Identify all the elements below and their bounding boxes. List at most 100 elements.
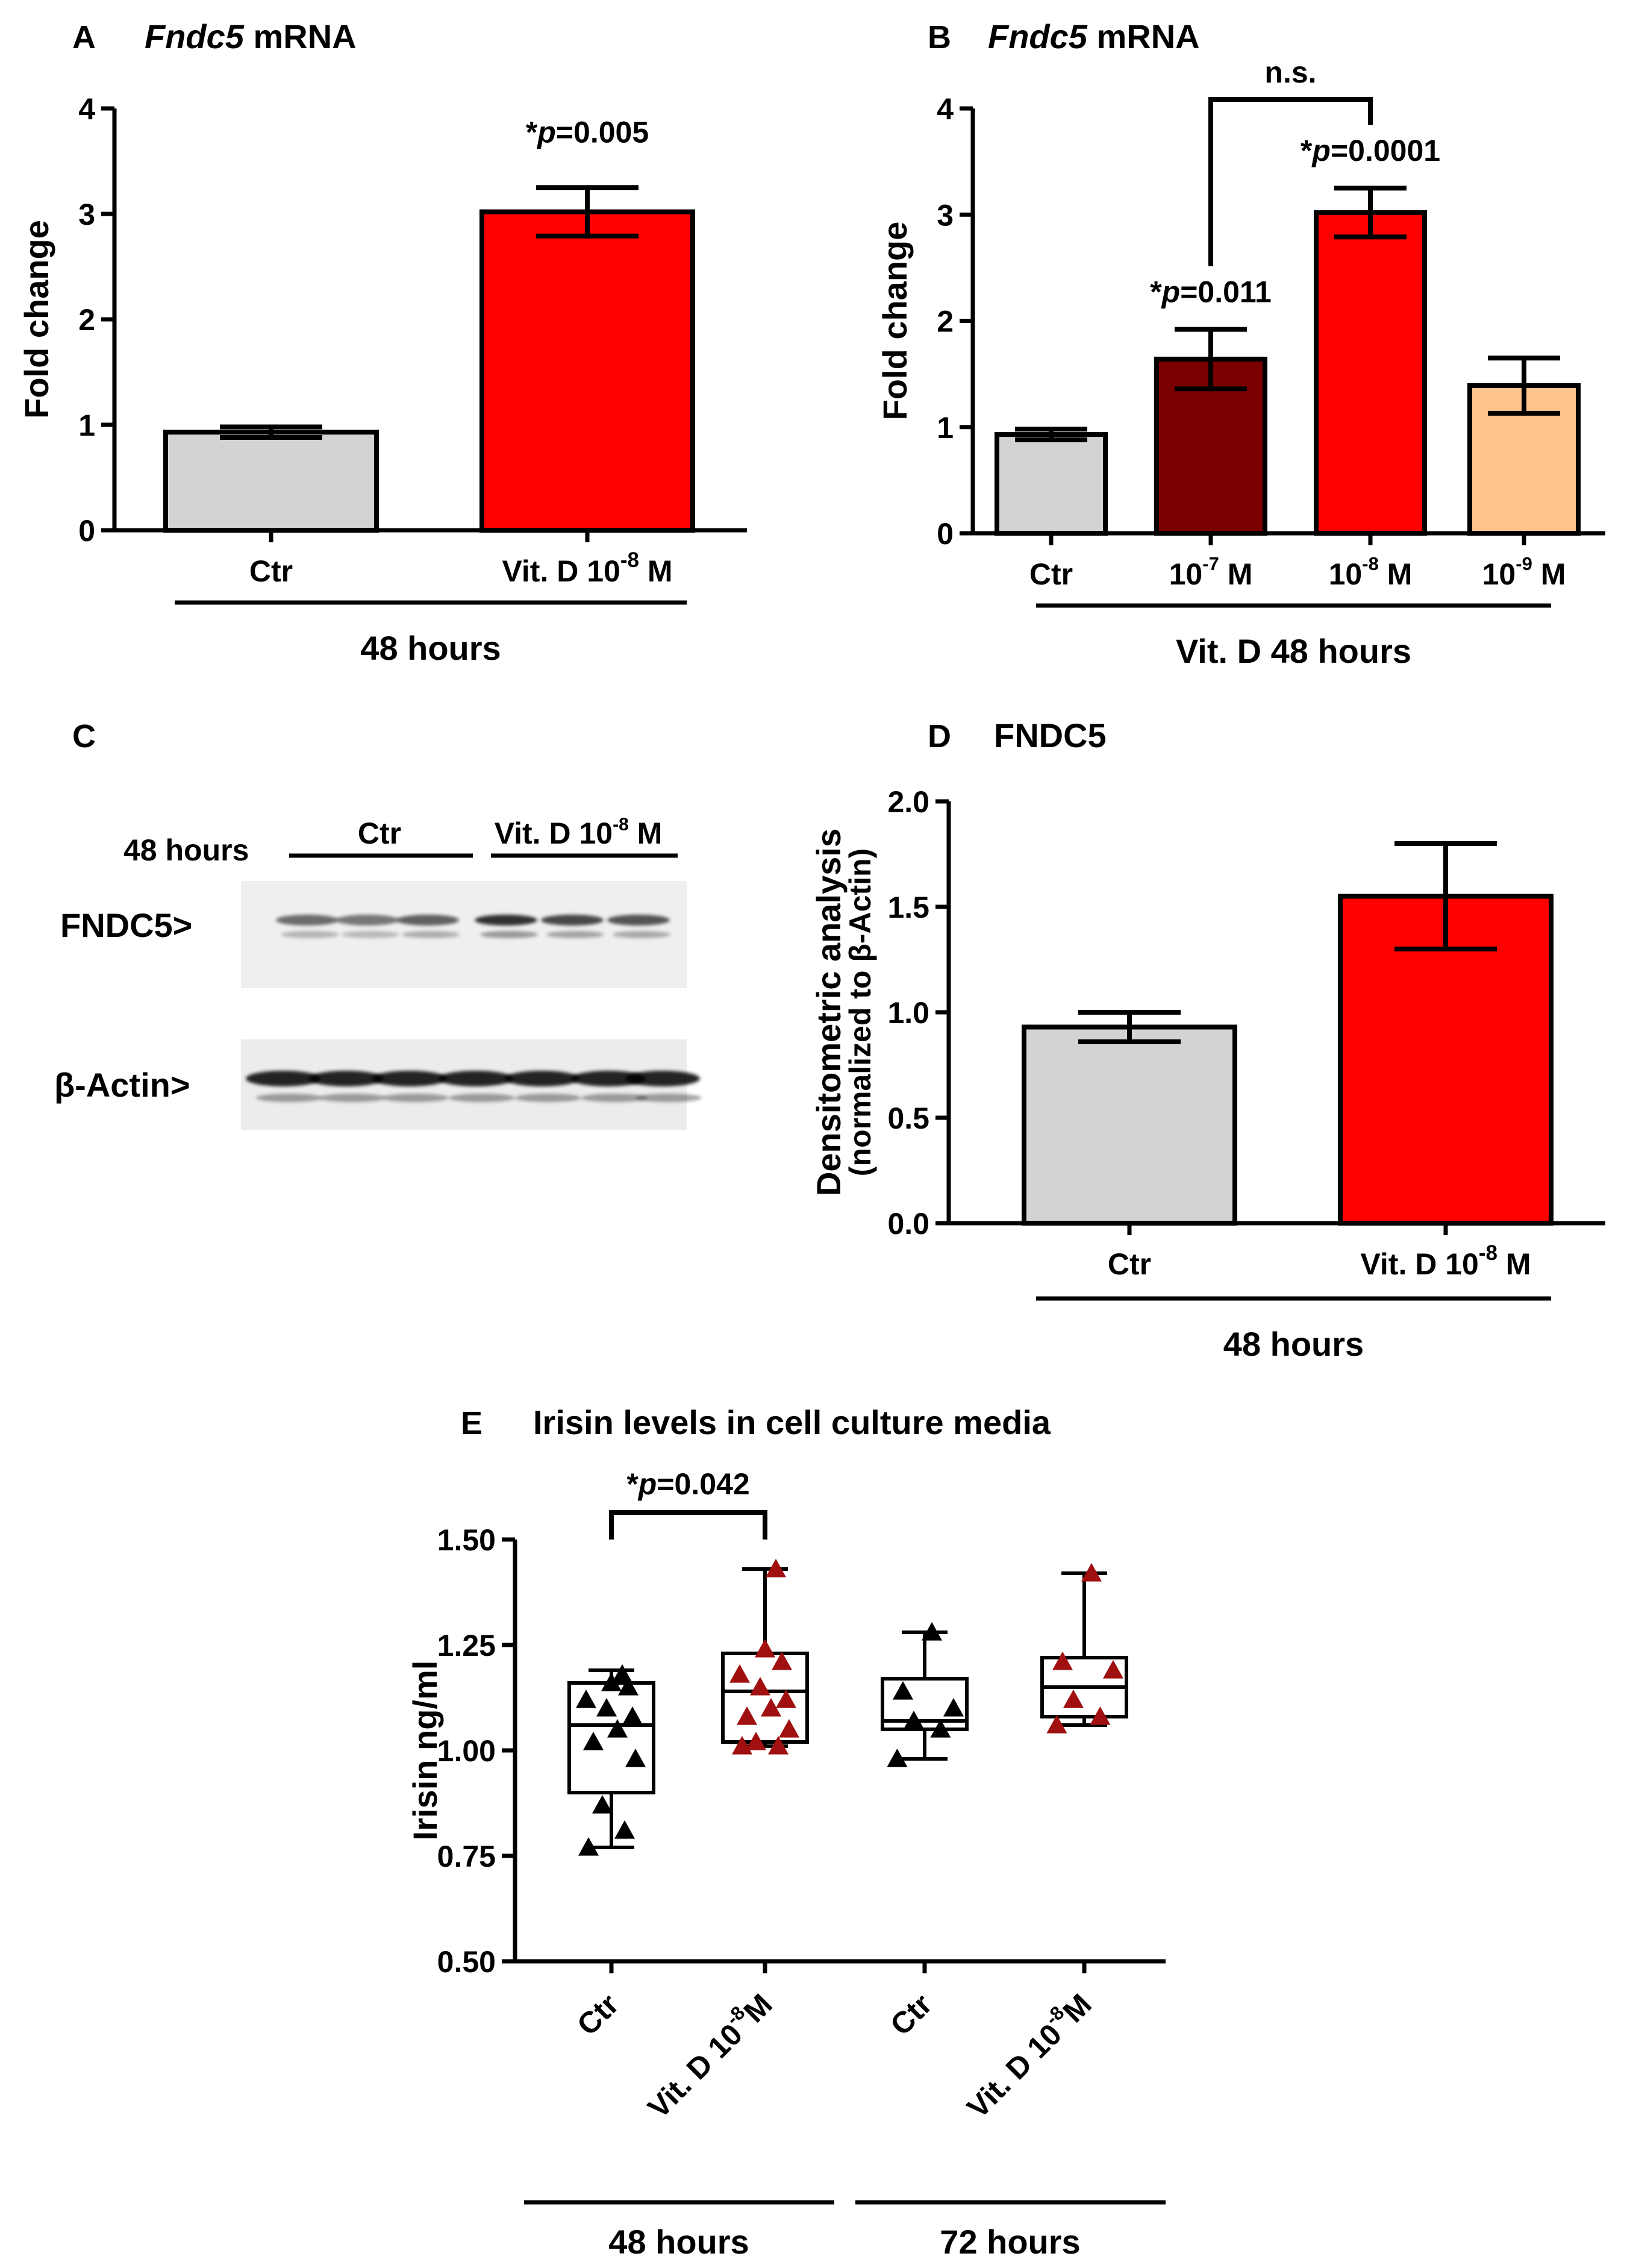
chart-e-data-point (746, 1732, 766, 1750)
chart-a-p-annotation-p: p (536, 115, 556, 149)
blot-band (515, 1094, 581, 1102)
chart-d-x-tick-label-main: Vit. D 10 (1360, 1247, 1478, 1281)
chart-e-data-point (893, 1681, 913, 1700)
chart-b-bar (1314, 210, 1427, 536)
chart-e-p-annotation-p: p (637, 1467, 657, 1501)
chart-d-x-tick-label-after: M (1497, 1247, 1531, 1281)
blot-actin-bands (246, 1071, 702, 1102)
chart-e-x-tick-label-after: M (737, 1987, 779, 2029)
chart-e-data-point (601, 1673, 622, 1691)
chart-d-x-tick-label: Vit. D 10-8 M (1360, 1241, 1531, 1281)
chart-e-title: Irisin levels in cell culture media (533, 1403, 1051, 1441)
blot-time-label: 48 hours (123, 833, 249, 867)
chart-e-box-group (721, 1559, 809, 1755)
chart-b-p-annotation-value: =0.011 (1180, 275, 1272, 309)
chart-e-data-point (625, 1749, 646, 1767)
chart-d: 0.0 0.5 1.0 1.5 2.0 Densitometric analysis(no… (810, 785, 1605, 1363)
chart-e-data-point (592, 1795, 613, 1814)
chart-b-y-tick-label: 0 (937, 517, 954, 551)
blot-band (480, 931, 538, 938)
blot-band (581, 1094, 648, 1102)
chart-e-p-annotation-star: * (626, 1467, 639, 1501)
chart-b-x-tick-label: 10-7 M (1169, 553, 1253, 591)
chart-e-p-bracket (609, 1510, 767, 1540)
chart-a-title-rest: mRNA (244, 17, 357, 55)
blot-band (475, 915, 537, 926)
chart-e-x-tick-label-after: M (1057, 1987, 1098, 2029)
blot-band (635, 1094, 702, 1102)
blot-row-fndc5-label: FNDC5> (60, 906, 192, 944)
chart-d-x-tick-label-sup: -8 (1479, 1241, 1497, 1265)
chart-e-p-annotation: *p=0.042 (626, 1467, 749, 1501)
chart-a: 0 1 2 3 4 Fold change Ctr Vit. D 10-8 M 48 hours… (17, 92, 747, 667)
panel-label-e: E (461, 1405, 482, 1441)
panel-label-b: B (928, 19, 951, 55)
blot-band (541, 915, 604, 926)
chart-b-x-tick-label-sup: -9 (1516, 553, 1532, 574)
chart-e-x-tick-label: Vit. D 10-8M (957, 1984, 1098, 2125)
chart-b-p-annotation-star: * (1301, 134, 1313, 168)
chart-a-x-tick-label: Ctr (249, 554, 293, 588)
chart-b-title-rest: mRNA (1087, 17, 1200, 55)
chart-e-y-tick-label: 1.25 (437, 1629, 496, 1662)
chart-d-y-tick-label: 1.5 (887, 891, 929, 924)
chart-a-y-tick-label: 4 (78, 92, 95, 126)
blot-band (372, 1071, 447, 1086)
blot-group-vitd-after: M (629, 816, 663, 850)
chart-e-y-tick-label: 1.00 (437, 1734, 496, 1768)
chart-e-box-group (881, 1622, 969, 1767)
chart-d-y-tick-label: 0.0 (887, 1207, 929, 1241)
chart-a-x-tick-label-sup: -8 (620, 548, 639, 572)
chart-b-p-annotation-star: * (1150, 275, 1162, 309)
chart-a-p-annotation-star: * (526, 115, 538, 149)
chart-a-y-label: Fold change (17, 220, 55, 419)
chart-b-title-italic: Fndc5 (988, 17, 1088, 55)
chart-a-p-annotation-value: =0.005 (556, 115, 649, 149)
chart-e-box (721, 1652, 809, 1744)
panel-label-d: D (928, 718, 951, 754)
chart-a-x-tick-label-after: M (639, 554, 673, 588)
chart-a-x-tick-label-main: Ctr (249, 554, 293, 588)
chart-b-p-annotation: *p=0.0001 (1301, 134, 1440, 168)
chart-e-data-point (904, 1711, 924, 1729)
chart-e-data-point (1046, 1715, 1067, 1734)
chart-a-group-label: 48 hours (360, 629, 501, 667)
chart-e-p-annotation-value: =0.042 (657, 1467, 749, 1501)
chart-b-p-annotation-value: =0.0001 (1331, 134, 1440, 168)
panel-label-c: C (72, 718, 96, 754)
chart-e-data-point (776, 1690, 796, 1708)
chart-e-x-tick-label-main: Vit. D 10 (642, 2017, 749, 2125)
chart-e-x-tick-label-main: Ctr (884, 1987, 938, 2042)
chart-b-x-tick-label: 10-8 M (1329, 553, 1413, 591)
chart-b-p-annotation: *p=0.011 (1150, 275, 1272, 309)
chart-d-x-tick-label-main: Ctr (1108, 1247, 1151, 1281)
chart-e-data-point (729, 1664, 750, 1683)
chart-e-data-point (1103, 1660, 1123, 1679)
chart-b-x-tick-label-sup: -7 (1202, 553, 1219, 574)
blot-group-vitd-main: Vit. D 10 (495, 816, 613, 850)
chart-a-x-tick-label: Vit. D 10-8 M (502, 548, 672, 588)
blot-band (342, 931, 399, 938)
chart-b-ns-bracket (1208, 97, 1373, 266)
chart-e-data-point (761, 1698, 781, 1717)
chart-b-p-annotation-p: p (1311, 134, 1331, 168)
chart-b-p-annotation-p: p (1161, 275, 1181, 309)
blot-band (546, 931, 604, 938)
chart-e-y-tick-label: 1.50 (437, 1523, 496, 1557)
chart-e-y-tick-label: 0.50 (437, 1945, 496, 1979)
blot-group-vitd: Vit. D 10-8 M (495, 815, 663, 850)
chart-a-title: Fndc5 mRNA (145, 17, 357, 55)
chart-b-x-tick-label-after: M (1532, 557, 1566, 591)
chart-d-y-sublabel: (normalized to β-Actin) (843, 848, 877, 1176)
chart-e-data-point (1081, 1563, 1102, 1582)
chart-e-data-point (578, 1837, 599, 1856)
chart-e-y-tick-label: 0.75 (437, 1840, 496, 1873)
chart-d-title: FNDC5 (994, 716, 1107, 754)
chart-e-x-tick-label: Vit. D 10-8M (638, 1984, 779, 2125)
chart-d-group-label: 48 hours (1223, 1325, 1364, 1363)
chart-e-data-point (614, 1820, 635, 1839)
chart-a-y-tick-label: 0 (78, 514, 95, 548)
chart-b-x-tick-label-sup: -8 (1362, 553, 1379, 574)
blot-fndc5-bands (276, 915, 670, 938)
